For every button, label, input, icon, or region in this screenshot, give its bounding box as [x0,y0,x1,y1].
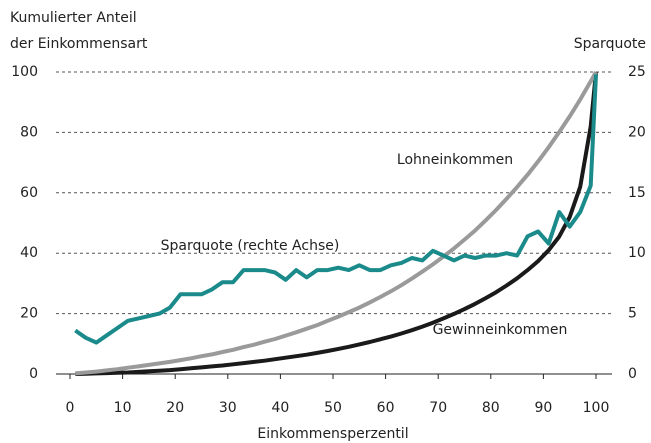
x-tick-label: 60 [377,400,395,416]
series-line [74,74,598,345]
x-axis-title: Einkommensperzentil [257,426,408,442]
y2-tick-label: 20 [628,124,646,140]
y-tick-label: 0 [29,366,38,382]
x-tick-label: 10 [114,400,132,416]
x-tick-label: 40 [271,400,289,416]
y2-tick-label: 0 [628,366,637,382]
y2-tick-label: 5 [628,306,637,322]
x-tick-label: 50 [324,400,342,416]
series-line [75,71,598,376]
x-tick-label: 80 [482,400,500,416]
y-tick-label: 40 [20,245,38,261]
y-tick-label: 20 [20,306,38,322]
y-axis-title: Kumulierter Anteil [10,10,137,26]
x-tick-label: 100 [583,400,610,416]
series-label: Sparquote (rechte Achse) [161,238,340,254]
y2-tick-label: 10 [628,245,646,261]
series-label: Lohneinkommen [397,152,513,168]
x-tick-label: 0 [66,400,75,416]
series-line [75,71,598,376]
y-tick-label: 100 [11,64,38,80]
y2-tick-label: 25 [628,64,646,80]
y-tick-label: 80 [20,124,38,140]
x-tick-label: 20 [166,400,184,416]
y2-axis-title: Sparquote [574,36,646,52]
x-tick-label: 30 [219,400,237,416]
y2-tick-label: 15 [628,185,646,201]
x-tick-label: 70 [429,400,447,416]
y-axis-title: der Einkommensart [10,36,148,52]
y-tick-label: 60 [20,185,38,201]
x-tick-label: 90 [534,400,552,416]
series-label: Gewinneinkommen [433,322,568,338]
